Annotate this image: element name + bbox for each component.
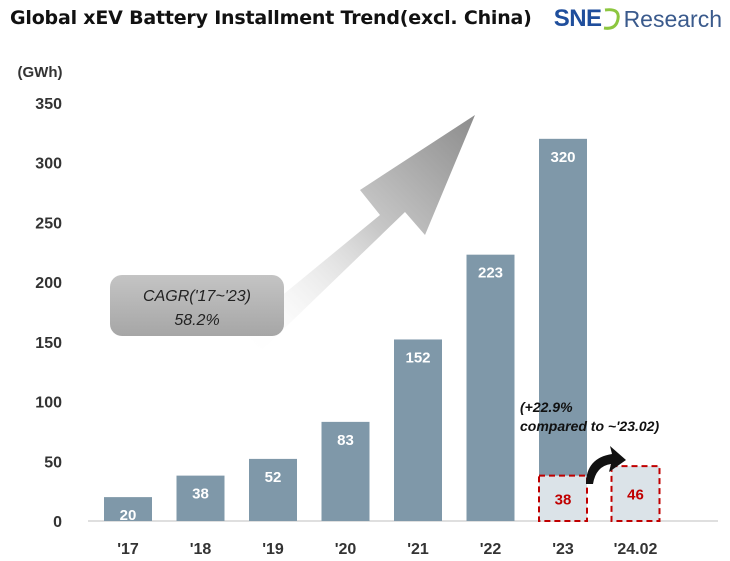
bar-value-label: 20	[120, 507, 137, 524]
bar	[466, 254, 515, 521]
partial-bar	[610, 465, 661, 523]
growth-arrow-icon	[586, 446, 626, 484]
cagr-box	[110, 275, 284, 336]
partial-bar-value-label: 46	[627, 487, 644, 504]
sne-research-logo: SNE Research	[554, 5, 722, 33]
bar	[176, 475, 225, 521]
bar-value-label: 320	[550, 149, 575, 166]
bar	[539, 138, 587, 522]
growth-text-line1: (+22.9%	[520, 399, 573, 415]
y-axis-label: (GWh)	[18, 64, 63, 81]
growth-annotation: (+22.9% compared to ~'23.02)	[520, 399, 659, 484]
x-axis: '17 '18 '19 '20 '21 '22 '23 '24.02	[117, 541, 657, 558]
x-tick-label: '19	[262, 541, 284, 558]
bars: 20 38 52 83 152 223 320 38 46	[104, 138, 661, 524]
x-tick-label: '22	[480, 541, 502, 558]
bar-value-label: 83	[337, 432, 354, 449]
y-tick-label: 0	[53, 514, 62, 531]
cagr-text-line1: CAGR('17~'23)	[143, 288, 251, 305]
x-tick-label: '18	[190, 541, 212, 558]
y-tick-label: 150	[35, 335, 62, 352]
page-title: Global xEV Battery Installment Trend(exc…	[10, 7, 532, 29]
partial-bar	[538, 474, 588, 523]
logo-sne-text: SNE	[553, 5, 602, 32]
y-tick-label: 300	[35, 156, 62, 173]
x-tick-label: '23	[552, 541, 574, 558]
cagr-text-line2: 58.2%	[174, 312, 219, 329]
logo-research-text: Research	[623, 5, 722, 32]
bar	[394, 339, 442, 521]
bar-value-label: 38	[192, 486, 209, 503]
y-tick-label: 350	[35, 96, 62, 113]
y-tick-label: 250	[35, 215, 62, 232]
y-axis: 0 50 100 150 200 250 300 350	[35, 96, 62, 531]
y-tick-label: 100	[35, 395, 62, 412]
bar	[249, 458, 297, 521]
bar	[104, 497, 152, 521]
trend-arrow	[240, 115, 475, 350]
y-tick-label: 50	[44, 454, 62, 471]
growth-text-line2: compared to ~'23.02)	[520, 418, 659, 434]
bar	[321, 421, 370, 521]
x-tick-label: '24.02	[614, 541, 658, 558]
x-tick-label: '20	[335, 541, 357, 558]
logo-swoosh-icon	[603, 8, 620, 30]
cagr-callout: CAGR('17~'23) 58.2%	[110, 275, 284, 336]
x-tick-label: '21	[407, 541, 429, 558]
y-tick-label: 200	[35, 275, 62, 292]
bar-value-label: 223	[478, 265, 503, 282]
partial-bar-value-label: 38	[555, 491, 572, 508]
bar-value-label: 52	[265, 469, 282, 486]
x-tick-label: '17	[117, 541, 139, 558]
bar-value-label: 152	[405, 349, 430, 366]
